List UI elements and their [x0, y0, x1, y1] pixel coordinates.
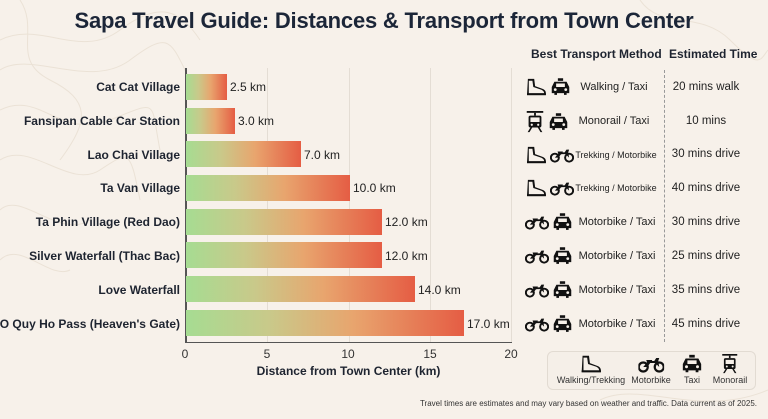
column-divider: [664, 70, 665, 342]
category-label: O Quy Ho Pass (Heaven's Gate): [0, 317, 180, 331]
transport-method: Motorbike / Taxi: [578, 216, 656, 228]
legend-item-walking: Walking/Trekking: [557, 354, 625, 385]
x-tick: 15: [423, 347, 437, 361]
category-label: Fansipan Cable Car Station: [23, 114, 180, 128]
bar-value-label: 12.0 km: [385, 215, 428, 229]
bar-value-label: 14.0 km: [418, 283, 461, 297]
boot-icon: [525, 179, 547, 197]
legend-label: Monorail: [712, 375, 748, 385]
taxi-icon: [552, 281, 573, 299]
x-tick: 20: [504, 347, 518, 361]
bar-value-label: 7.0 km: [304, 148, 341, 162]
legend-item-taxi: Taxi: [681, 354, 703, 385]
footnote: Travel times are estimates and may vary …: [419, 399, 757, 408]
motorbike-icon: [550, 180, 574, 196]
bar-value-label: 3.0 km: [238, 114, 275, 128]
monorail-icon: [721, 354, 739, 374]
estimated-time: 30 mins drive: [671, 216, 741, 228]
time-column-header: Estimated Time: [669, 47, 758, 61]
motorbike-icon: [525, 316, 549, 332]
legend-label: Walking/Trekking: [556, 375, 626, 385]
bar-value-label: 17.0 km: [467, 317, 510, 331]
motorbike-icon: [525, 282, 549, 298]
transport-icons: [525, 247, 573, 265]
category-label: Love Waterfall: [98, 283, 180, 297]
motorbike-icon: [550, 147, 574, 163]
gridline-5: [266, 68, 268, 343]
page-title: Sapa Travel Guide: Distances & Transport…: [74, 8, 694, 33]
boot-icon: [580, 354, 602, 374]
bar-o-quy-ho-pass: [186, 310, 464, 336]
estimated-time: 10 mins: [685, 115, 727, 127]
bar-ta-van-village: [186, 175, 350, 201]
taxi-icon: [550, 78, 571, 96]
bar-love-waterfall: [186, 276, 415, 302]
category-label: Silver Waterfall (Thac Bac): [29, 249, 180, 263]
transport-icons: [525, 78, 571, 96]
monorail-icon: [525, 111, 545, 133]
category-label: Cat Cat Village: [96, 80, 180, 94]
x-tick: 5: [263, 347, 271, 361]
transport-method: Trekking / Motorbike: [575, 183, 657, 193]
x-tick: 10: [341, 347, 355, 361]
gridline-15: [430, 68, 432, 343]
transport-method: Motorbike / Taxi: [578, 250, 656, 262]
y-axis-line: [185, 68, 187, 343]
category-label: Ta Phin Village (Red Dao): [35, 215, 180, 229]
bar-cat-cat-village: [186, 74, 227, 100]
transport-icons: [525, 213, 573, 231]
transport-icons: [525, 146, 574, 164]
x-axis-label: Distance from Town Center (km): [256, 364, 441, 378]
bar-value-label: 12.0 km: [385, 249, 428, 263]
x-tick: 0: [181, 347, 189, 361]
transport-legend: Walking/Trekking Motorbike Taxi Monorail: [547, 351, 756, 390]
legend-item-motorbike: Motorbike: [631, 354, 671, 385]
estimated-time: 35 mins drive: [671, 284, 741, 296]
bar-lao-chai-village: [186, 141, 301, 167]
transport-icons: [525, 281, 573, 299]
bar-ta-phin-village: [186, 209, 382, 235]
motorbike-icon: [525, 214, 549, 230]
taxi-icon: [681, 354, 703, 374]
transport-method: Monorail / Taxi: [578, 115, 650, 127]
transport-method: Motorbike / Taxi: [578, 284, 656, 296]
bar-value-label: 10.0 km: [353, 181, 396, 195]
legend-label: Taxi: [683, 375, 700, 385]
transport-icons: [525, 179, 574, 197]
taxi-icon: [552, 315, 573, 333]
bar-silver-waterfall: [186, 242, 382, 268]
legend-label: Motorbike: [631, 375, 671, 385]
transport-icons: [525, 111, 569, 133]
taxi-icon: [552, 213, 573, 231]
bar-value-label: 2.5 km: [230, 80, 267, 94]
estimated-time: 30 mins drive: [671, 148, 741, 160]
boot-icon: [525, 78, 547, 96]
gridline-10: [348, 68, 350, 343]
bar-chart-plot-area: [185, 68, 512, 343]
estimated-time: 25 mins drive: [671, 250, 741, 262]
bar-fansipan-cable-car-station: [186, 108, 235, 134]
category-label: Lao Chai Village: [87, 148, 180, 162]
transport-method: Motorbike / Taxi: [578, 318, 656, 330]
taxi-icon: [552, 247, 573, 265]
transport-method: Trekking / Motorbike: [575, 150, 657, 160]
estimated-time: 40 mins drive: [671, 182, 741, 194]
motorbike-icon: [525, 248, 549, 264]
x-axis-line: [185, 341, 512, 343]
legend-item-monorail: Monorail: [712, 354, 748, 385]
taxi-icon: [548, 113, 569, 131]
transport-column-header: Best Transport Method: [531, 47, 662, 61]
gridline-20: [511, 68, 512, 343]
transport-icons: [525, 315, 573, 333]
estimated-time: 45 mins drive: [671, 318, 741, 330]
transport-method: Walking / Taxi: [580, 81, 648, 93]
motorbike-icon: [638, 354, 664, 374]
estimated-time: 20 mins walk: [672, 81, 740, 93]
boot-icon: [525, 146, 547, 164]
category-label: Ta Van Village: [100, 181, 180, 195]
